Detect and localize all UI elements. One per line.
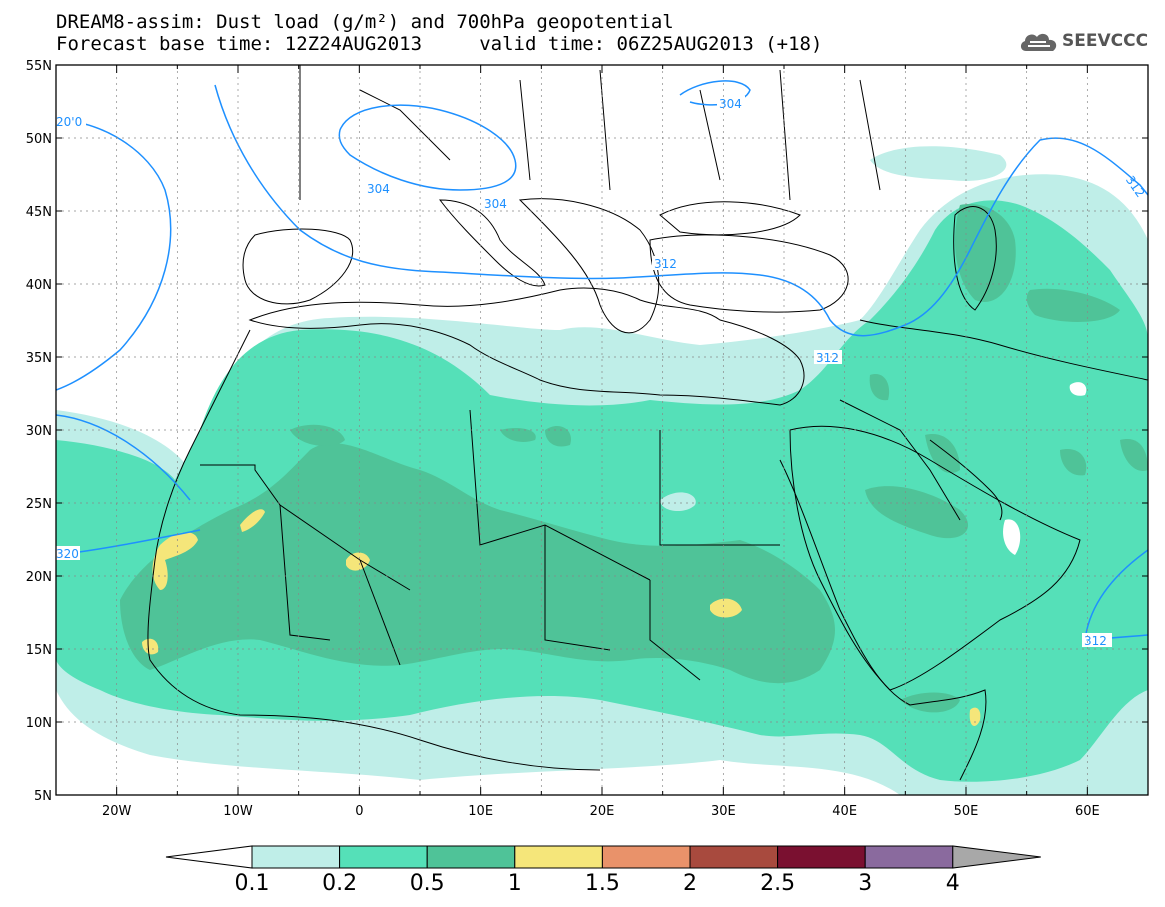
lat-label: 10N [26, 716, 52, 731]
colorbar-level-label: 3 [858, 871, 872, 896]
colorbar-level-label: 0.2 [322, 871, 357, 896]
map-outlines [147, 65, 1148, 781]
colorbar-labels: 0.1 0.2 0.5 1 1.5 2 2.5 3 4 [235, 871, 960, 896]
logo-text: SEEVCCC [1062, 31, 1149, 51]
lon-label: 20E [590, 804, 615, 819]
lon-label: 50E [954, 804, 979, 819]
map-title-line2: Forecast base time: 12Z24AUG2013 valid t… [56, 33, 823, 55]
contour-label-312b: 312 [816, 351, 839, 365]
lon-label: 60E [1075, 804, 1100, 819]
colorbar-box [689, 845, 779, 869]
longitude-labels: 20W 10W 0 10E 20E 30E 40E 50E 60E [102, 804, 1100, 819]
colorbar-box [864, 845, 954, 869]
lat-label: 40N [26, 278, 52, 293]
colorbar-level-label: 0.1 [235, 871, 270, 896]
lat-label: 5N [34, 789, 52, 804]
dust-layer-1 [152, 532, 198, 590]
colorbar-box [777, 845, 866, 869]
axis-ticks [56, 64, 1148, 796]
colorbar-boxes [165, 845, 1041, 869]
colorbar-box [601, 845, 691, 869]
lon-label: 10E [468, 804, 493, 819]
lon-label: 30E [711, 804, 736, 819]
lat-label: 30N [26, 424, 52, 439]
colorbar-level-label: 4 [946, 871, 960, 896]
lat-label: 25N [26, 497, 52, 512]
colorbar-box [514, 845, 603, 869]
colorbar-level-label: 1 [508, 871, 522, 896]
colorbar-box [339, 845, 428, 869]
latitude-labels: 55N 50N 45N 40N 35N 30N 25N 20N 15N 10N 5N [26, 59, 52, 804]
colorbar-box [426, 845, 516, 869]
contour-labels: 20'0 304 304 304 312 312 320 312 312 [52, 96, 1148, 648]
lat-label: 35N [26, 351, 52, 366]
lat-label: 15N [26, 643, 52, 658]
colorbar-under-triangle [165, 845, 253, 869]
contour-label-200: 20'0 [56, 115, 82, 129]
lon-label: 20W [102, 804, 132, 819]
colorbar-level-label: 1.5 [585, 871, 620, 896]
lat-label: 50N [26, 132, 52, 147]
lat-label: 20N [26, 570, 52, 585]
map-title-line1: DREAM8-assim: Dust load (g/m²) and 700hP… [56, 11, 674, 33]
contour-label-304c: 304 [719, 97, 742, 111]
lat-label: 55N [26, 59, 52, 74]
colorbar-box [251, 845, 341, 869]
lon-label: 0 [355, 804, 363, 819]
contour-label-312a: 312 [654, 257, 677, 271]
contour-label-304a: 304 [367, 182, 390, 196]
seevccc-logo: SEEVCCC [1018, 27, 1158, 57]
lat-label: 45N [26, 205, 52, 220]
lon-label: 40E [832, 804, 857, 819]
contour-label-320: 320 [56, 547, 79, 561]
colorbar-level-label: 0.5 [410, 871, 445, 896]
cloud-icon [1020, 33, 1057, 51]
colorbar-level-label: 2 [683, 871, 697, 896]
lon-label: 10W [223, 804, 253, 819]
geopotential-contours [56, 80, 1148, 641]
colorbar-over-triangle [952, 845, 1041, 869]
map-gridlines [56, 65, 1148, 795]
contour-label-312c: 312 [1084, 634, 1107, 648]
contour-label-304b: 304 [484, 197, 507, 211]
colorbar-level-label: 2.5 [760, 871, 795, 896]
